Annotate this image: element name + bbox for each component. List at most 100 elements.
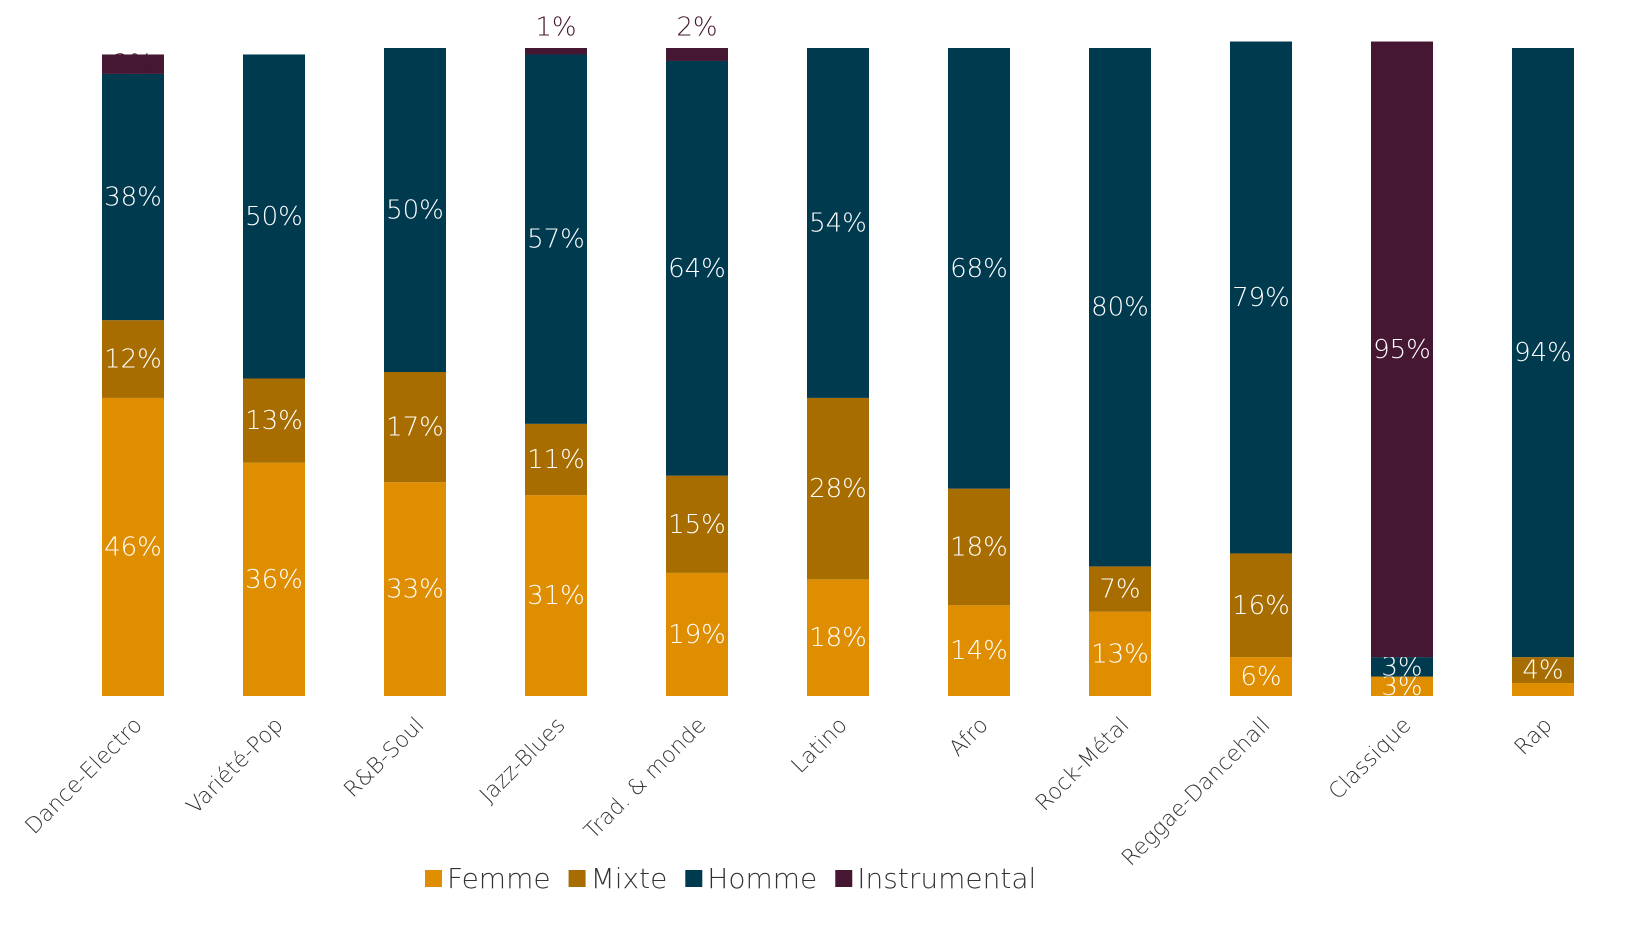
data-label: 1% — [535, 13, 576, 43]
data-label: 6% — [1240, 662, 1281, 692]
x-tick-label-group: Jazz-Blues — [475, 713, 570, 808]
bar-segment — [525, 48, 587, 55]
x-tick-label: Rock-Métal — [1031, 713, 1134, 816]
bar-segment — [807, 397, 869, 580]
bar-segment — [1230, 657, 1292, 696]
data-label: 94% — [1514, 338, 1572, 368]
x-tick-label-group: Latino — [787, 713, 853, 779]
x-tick-label-group: Rap — [1510, 713, 1558, 761]
bar-segment — [384, 48, 446, 372]
bar-segment — [666, 475, 728, 573]
x-tick-label: Jazz-Blues — [475, 713, 570, 808]
data-label: 2% — [676, 13, 717, 43]
bar-segment — [1371, 676, 1433, 696]
legend-swatch — [835, 870, 853, 887]
data-label: 79% — [1232, 283, 1290, 313]
data-label: 50% — [245, 202, 303, 232]
data-label: 33% — [386, 575, 444, 605]
legend-swatch — [425, 870, 442, 887]
bar-segment — [384, 372, 446, 483]
bar-segment — [1512, 683, 1574, 696]
x-tick-label: Dance-Electro — [21, 713, 148, 840]
data-label: 28% — [809, 474, 867, 504]
bar-segment — [666, 572, 728, 696]
x-tick-label: Rap — [1510, 713, 1558, 761]
legend-label: Mixte — [591, 862, 668, 895]
x-tick-label: Afro — [945, 713, 994, 762]
bar-segment — [102, 54, 164, 74]
bar-segment — [1089, 566, 1151, 612]
data-label: 4% — [1522, 656, 1563, 686]
x-tick-label-group: Trad. & monde — [580, 713, 712, 845]
x-tick-label: Reggae-Dancehall — [1117, 713, 1275, 871]
x-tick-label: Latino — [787, 713, 853, 779]
data-label: 11% — [527, 445, 585, 475]
data-label: 19% — [668, 620, 726, 650]
data-label: 38% — [104, 183, 162, 213]
x-tick-label-group: Dance-Electro — [21, 713, 148, 840]
x-tick-label-group: Reggae-Dancehall — [1117, 713, 1275, 871]
data-label: 36% — [245, 565, 303, 595]
bar-segment — [102, 397, 164, 696]
data-label: 54% — [809, 208, 867, 238]
bar-segment — [525, 423, 587, 496]
data-label: 31% — [527, 581, 585, 611]
legend-label: Instrumental — [857, 862, 1036, 895]
bar-segment — [948, 488, 1010, 606]
data-label: 16% — [1232, 591, 1290, 621]
bar-segment — [948, 605, 1010, 696]
bar-segment — [1512, 48, 1574, 658]
data-label: 2% — [1522, 13, 1563, 43]
data-label: 57% — [527, 225, 585, 255]
data-label: 18% — [950, 532, 1008, 562]
data-label: 80% — [1091, 293, 1149, 323]
legend-swatch — [568, 870, 586, 887]
data-label: 3% — [1381, 672, 1422, 702]
data-label: 12% — [104, 345, 162, 375]
data-label: 18% — [809, 623, 867, 653]
x-tick-label: Variété-Pop — [182, 713, 288, 819]
bar-segment — [1371, 41, 1433, 658]
bar-segment — [1230, 41, 1292, 554]
data-label: 14% — [950, 636, 1008, 666]
data-label: 17% — [386, 413, 444, 443]
data-label: 3% — [112, 50, 153, 80]
data-label: 15% — [668, 510, 726, 540]
bar-segment — [384, 482, 446, 696]
data-label: 46% — [104, 532, 162, 562]
bar-segment — [102, 73, 164, 321]
bar-segment — [1512, 657, 1574, 684]
data-label: 95% — [1373, 335, 1431, 365]
data-label: 13% — [1091, 639, 1149, 669]
bar-segment — [1230, 553, 1292, 658]
bar-segment — [666, 48, 728, 61]
bar-segment — [525, 54, 587, 424]
bar-segment — [243, 378, 305, 463]
x-tick-label: Trad. & monde — [580, 713, 712, 845]
data-label: 50% — [386, 196, 444, 226]
legend-swatch — [685, 870, 703, 887]
bar-segment — [1371, 657, 1433, 677]
bar-segment — [666, 60, 728, 476]
x-tick-label: Classique — [1324, 713, 1416, 805]
x-tick-label: R&B-Soul — [339, 713, 429, 803]
bar-segment — [1089, 48, 1151, 567]
bar-segment — [243, 462, 305, 696]
data-label: 13% — [245, 406, 303, 436]
bar-segment — [243, 54, 305, 379]
x-tick-label-group: Afro — [945, 713, 994, 762]
bar-segment — [102, 320, 164, 398]
data-label: 7% — [1099, 575, 1140, 605]
bar-segment — [807, 48, 869, 398]
bar-segment — [1089, 611, 1151, 696]
x-tick-label-group: Rock-Métal — [1031, 713, 1134, 816]
data-label: 3% — [1381, 652, 1422, 682]
legend-label: Homme — [707, 862, 817, 895]
bar-segment — [525, 495, 587, 696]
x-tick-label-group: Classique — [1324, 713, 1416, 805]
bar-segment — [807, 579, 869, 696]
x-tick-label-group: Variété-Pop — [182, 713, 288, 819]
bar-segment — [948, 48, 1010, 489]
data-label: 64% — [668, 254, 726, 284]
